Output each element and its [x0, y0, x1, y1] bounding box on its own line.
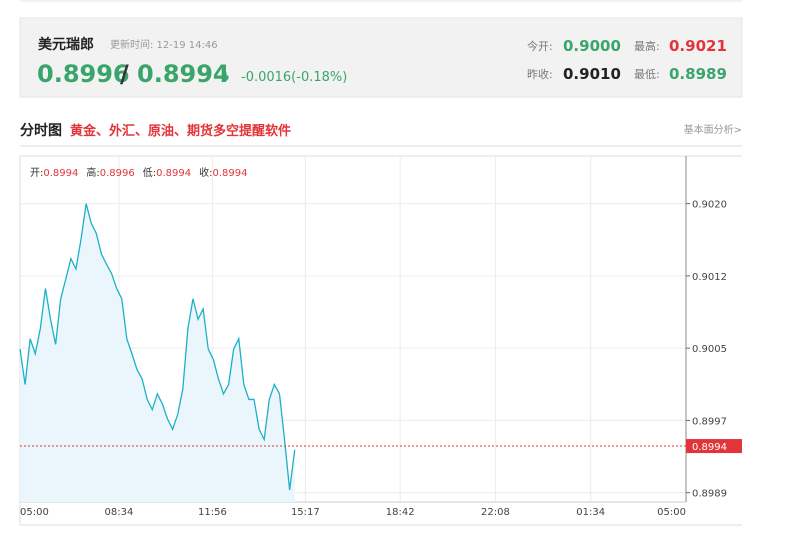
stat-value: 0.9021 [669, 37, 727, 55]
y-tick-label: 0.8989 [692, 489, 727, 500]
summary-label: 低: [143, 166, 156, 179]
section-title: 分时图 [20, 122, 62, 139]
x-tick-label: 15:17 [291, 507, 320, 518]
stat-label: 今开: [527, 39, 553, 53]
stat-value: 0.9000 [563, 37, 621, 55]
price-line [19, 203, 296, 490]
x-tick-label: 05:00 [20, 507, 49, 518]
x-tick-label: 11:56 [198, 507, 227, 518]
quote-panel [19, 17, 743, 98]
x-tick-label: 22:08 [481, 507, 510, 518]
ask-price: 0.8994 [137, 60, 230, 88]
pair-name: 美元瑞郎 [38, 36, 94, 53]
update-time: 更新时间: 12-19 14:46 [110, 38, 218, 51]
y-tick-label: 0.9020 [692, 200, 727, 211]
analysis-link[interactable]: 基本面分析> [684, 123, 742, 136]
x-tick-label: 05:00 [657, 507, 686, 518]
summary-value: 0.8994 [213, 168, 248, 179]
stat-value: 0.8989 [669, 65, 727, 83]
summary-value: 0.8996 [100, 168, 135, 179]
summary-value: 0.8994 [43, 168, 78, 179]
price-change: -0.0016(-0.18%) [241, 70, 347, 85]
y-tick-label: 0.9005 [692, 344, 727, 355]
stat-value: 0.9010 [563, 65, 621, 83]
x-tick-label: 18:42 [386, 507, 415, 518]
ref-label: 0.8994 [692, 442, 727, 453]
area [20, 203, 295, 502]
promo-link[interactable]: 黄金、外汇、原油、期货多空提醒软件 [70, 123, 291, 139]
summary-value: 0.8994 [156, 168, 191, 179]
y-tick-label: 0.9012 [692, 272, 727, 283]
summary-label: 收: [199, 166, 212, 179]
stat-label: 昨收: [527, 67, 553, 81]
separator: / [120, 60, 129, 88]
summary-label: 开: [30, 168, 43, 179]
stat-label: 最高: [634, 39, 660, 53]
y-tick-label: 0.8997 [692, 416, 727, 427]
stat-label: 最低: [634, 68, 660, 81]
bid-price: 0.8996 [37, 60, 130, 88]
x-tick-label: 08:34 [105, 507, 134, 518]
x-tick-label: 01:34 [576, 507, 605, 518]
ref-label-bg [686, 439, 742, 454]
trend-arrow: ↓ [221, 70, 231, 84]
summary-label: 高: [86, 166, 99, 179]
